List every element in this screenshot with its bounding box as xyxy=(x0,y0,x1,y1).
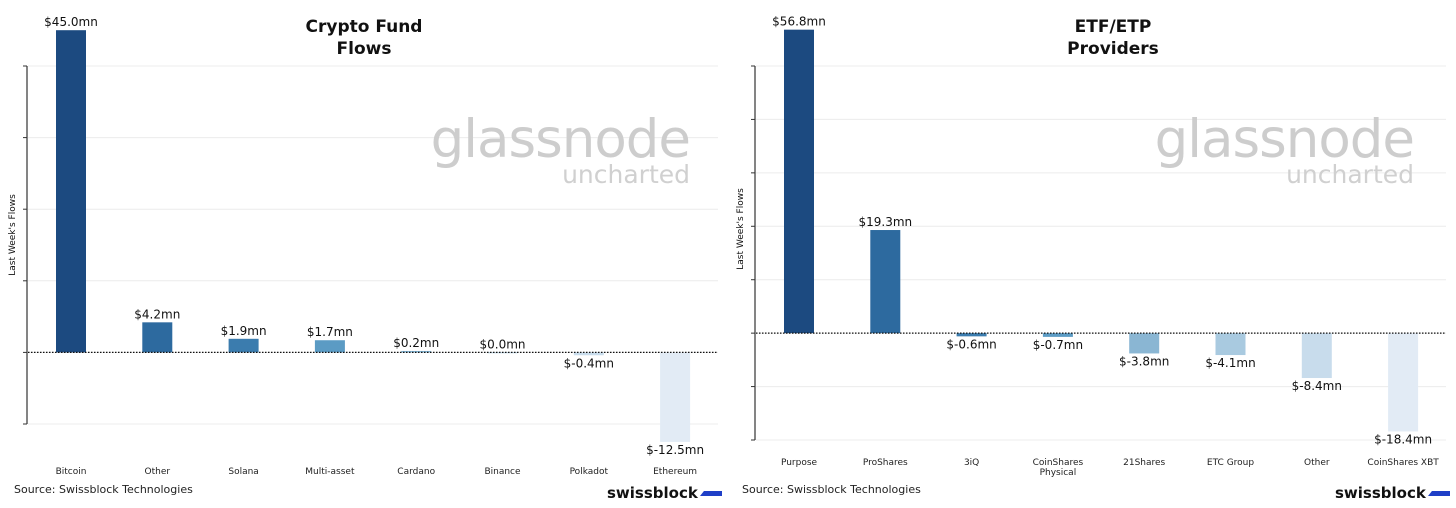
bar xyxy=(56,30,86,353)
source-note: Source: Swissblock Technologies xyxy=(14,483,193,496)
data-label: $0.2mn xyxy=(393,336,439,350)
x-tick-label: Solana xyxy=(228,467,258,477)
data-label: $-0.4mn xyxy=(564,356,614,370)
bar xyxy=(573,352,604,356)
x-tick-label: Bitcoin xyxy=(56,467,87,477)
chart-title: Crypto Fund Flows xyxy=(305,17,423,59)
x-tick-label: Purpose xyxy=(781,458,818,468)
watermark-main: glassnode xyxy=(1154,109,1415,170)
chart-panel-etf-etp-providers: $56.8mn $19.3mn $-0.6mn $-0.7mn $-3.8mn $-4.1… xyxy=(728,0,1456,508)
x-tick-label: Other xyxy=(145,467,171,477)
data-label: $0.0mn xyxy=(479,337,525,351)
bar xyxy=(870,230,901,334)
watermark: glassnode uncharted xyxy=(1144,109,1415,189)
source-note: Source: Swissblock Technologies xyxy=(742,483,921,496)
bar xyxy=(956,333,987,337)
chart-panel-crypto-fund-flows: $45.0mn $4.2mn $1.9mn $1.7mn $0.2mn $0.0mn $-0… xyxy=(8,15,722,502)
data-label: $56.8mn xyxy=(772,15,826,29)
data-label: $-12.5mn xyxy=(646,443,704,457)
watermark-sub: uncharted xyxy=(562,160,690,189)
y-axis-label: Last Week's Flows xyxy=(8,194,18,276)
data-label: $4.2mn xyxy=(134,307,180,321)
data-label: $1.9mn xyxy=(221,324,267,338)
chart-svg: $56.8mn $19.3mn $-0.6mn $-0.7mn $-3.8mn $-4.1… xyxy=(751,15,1446,478)
data-label: $-3.8mn xyxy=(1119,354,1169,368)
bar xyxy=(1215,333,1246,356)
bar xyxy=(660,352,691,442)
x-tick-label: Multi-asset xyxy=(305,467,355,477)
watermark-sub: uncharted xyxy=(1286,160,1414,189)
y-axis-label: Last Week's Flows xyxy=(736,188,746,270)
bar xyxy=(1129,333,1160,354)
watermark-main: glassnode xyxy=(430,109,691,170)
bar xyxy=(142,322,173,353)
bar xyxy=(1042,333,1073,337)
data-label: $1.7mn xyxy=(307,325,353,339)
data-label: $45.0mn xyxy=(44,15,98,29)
brand-mark-icon xyxy=(700,491,722,496)
x-tick-label: 3iQ xyxy=(964,458,979,468)
x-tick-label: CoinShares XBT xyxy=(1367,458,1439,468)
bar xyxy=(784,29,814,334)
x-tick-label: CoinShares Physical xyxy=(1033,458,1084,478)
brand-logo: swissblock xyxy=(607,484,698,502)
x-tick-label: Ethereum xyxy=(653,467,697,477)
x-tick-label: Polkadot xyxy=(570,467,609,477)
chart-svg: $45.0mn $4.2mn $1.9mn $1.7mn $0.2mn $0.0mn $-0… xyxy=(23,15,718,477)
bar xyxy=(314,340,345,353)
data-label: $-0.6mn xyxy=(946,337,996,351)
chart-title: ETF/ETP Providers xyxy=(1067,17,1159,59)
watermark: glassnode uncharted xyxy=(420,109,691,189)
brand-mark-icon xyxy=(1428,491,1450,496)
x-tick-label: Binance xyxy=(484,467,521,477)
x-tick-label: Other xyxy=(1304,458,1330,468)
bar xyxy=(401,350,432,353)
bar xyxy=(228,338,259,353)
x-tick-label: Cardano xyxy=(397,467,435,477)
data-label: $-0.7mn xyxy=(1033,338,1083,352)
data-label: $-4.1mn xyxy=(1205,356,1255,370)
brand-logo: swissblock xyxy=(1335,484,1426,502)
bar xyxy=(1301,333,1332,379)
data-label: $-8.4mn xyxy=(1292,379,1342,393)
data-label: $19.3mn xyxy=(858,215,912,229)
x-tick-label: 21Shares xyxy=(1123,458,1165,468)
x-tick-label: ETC Group xyxy=(1207,458,1254,468)
x-tick-label: ProShares xyxy=(863,458,908,468)
data-label: $-18.4mn xyxy=(1374,432,1432,446)
bar xyxy=(1388,333,1419,432)
